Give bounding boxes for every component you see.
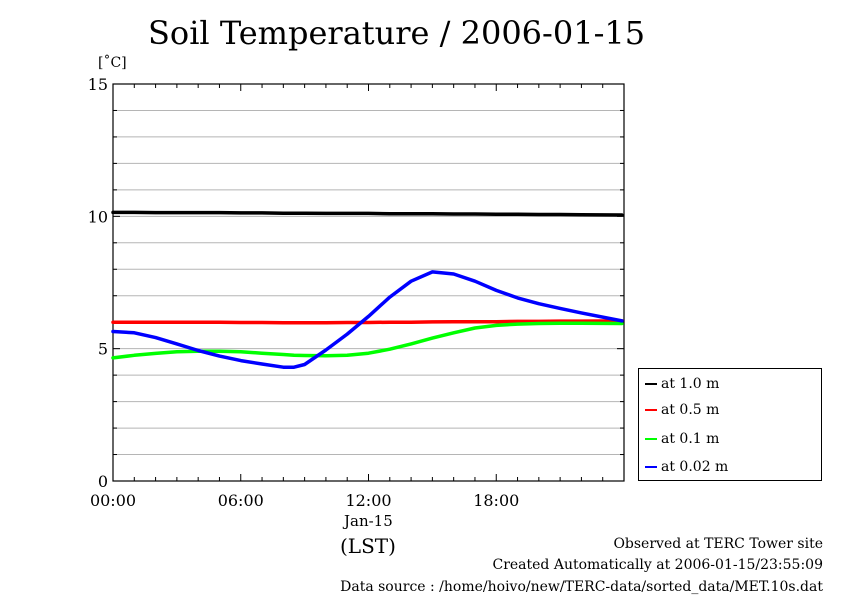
legend-item: at 0.5 m <box>645 400 719 420</box>
series-line-3 <box>111 270 624 369</box>
y-tick-label: 0 <box>98 472 108 491</box>
y-tick-label: 5 <box>98 340 108 359</box>
x-tick-label: 18:00 <box>473 491 519 510</box>
plot-frame <box>112 83 625 482</box>
series-line-0 <box>111 210 624 217</box>
x-tick-label: 12:00 <box>345 491 391 510</box>
legend-label: at 0.02 m <box>661 459 729 475</box>
footer-created: Created Automatically at 2006-01-15/23:5… <box>492 557 823 573</box>
x-axis-label: (LST) <box>340 534 396 558</box>
x-tick-label: 00:00 <box>90 491 136 510</box>
chart-title: Soil Temperature / 2006-01-15 <box>148 14 646 52</box>
footer-source: Data source : /home/hoivo/new/TERC-data/… <box>340 579 823 595</box>
legend-item: at 0.02 m <box>645 457 728 477</box>
y-axis-unit-label: [˚C] <box>98 55 127 71</box>
y-tick-label: 15 <box>88 75 108 94</box>
legend-label: at 0.1 m <box>661 431 720 447</box>
legend-swatch <box>645 438 657 440</box>
footer-observed: Observed at TERC Tower site <box>613 536 823 552</box>
legend-swatch <box>645 466 657 468</box>
legend-item: at 1.0 m <box>645 374 719 394</box>
legend-label: at 1.0 m <box>661 376 720 392</box>
legend: at 1.0 m at 0.5 m at 0.1 m at 0.02 m <box>638 368 822 481</box>
y-tick-label: 10 <box>88 207 108 226</box>
series-line-2 <box>111 321 624 360</box>
series-line-1 <box>111 319 624 325</box>
legend-swatch <box>645 409 657 411</box>
legend-swatch <box>645 383 657 385</box>
legend-item: at 0.1 m <box>645 429 719 449</box>
x-tick-label: 06:00 <box>218 491 264 510</box>
legend-label: at 0.5 m <box>661 402 720 418</box>
x-axis-date-label: Jan-15 <box>344 512 393 530</box>
